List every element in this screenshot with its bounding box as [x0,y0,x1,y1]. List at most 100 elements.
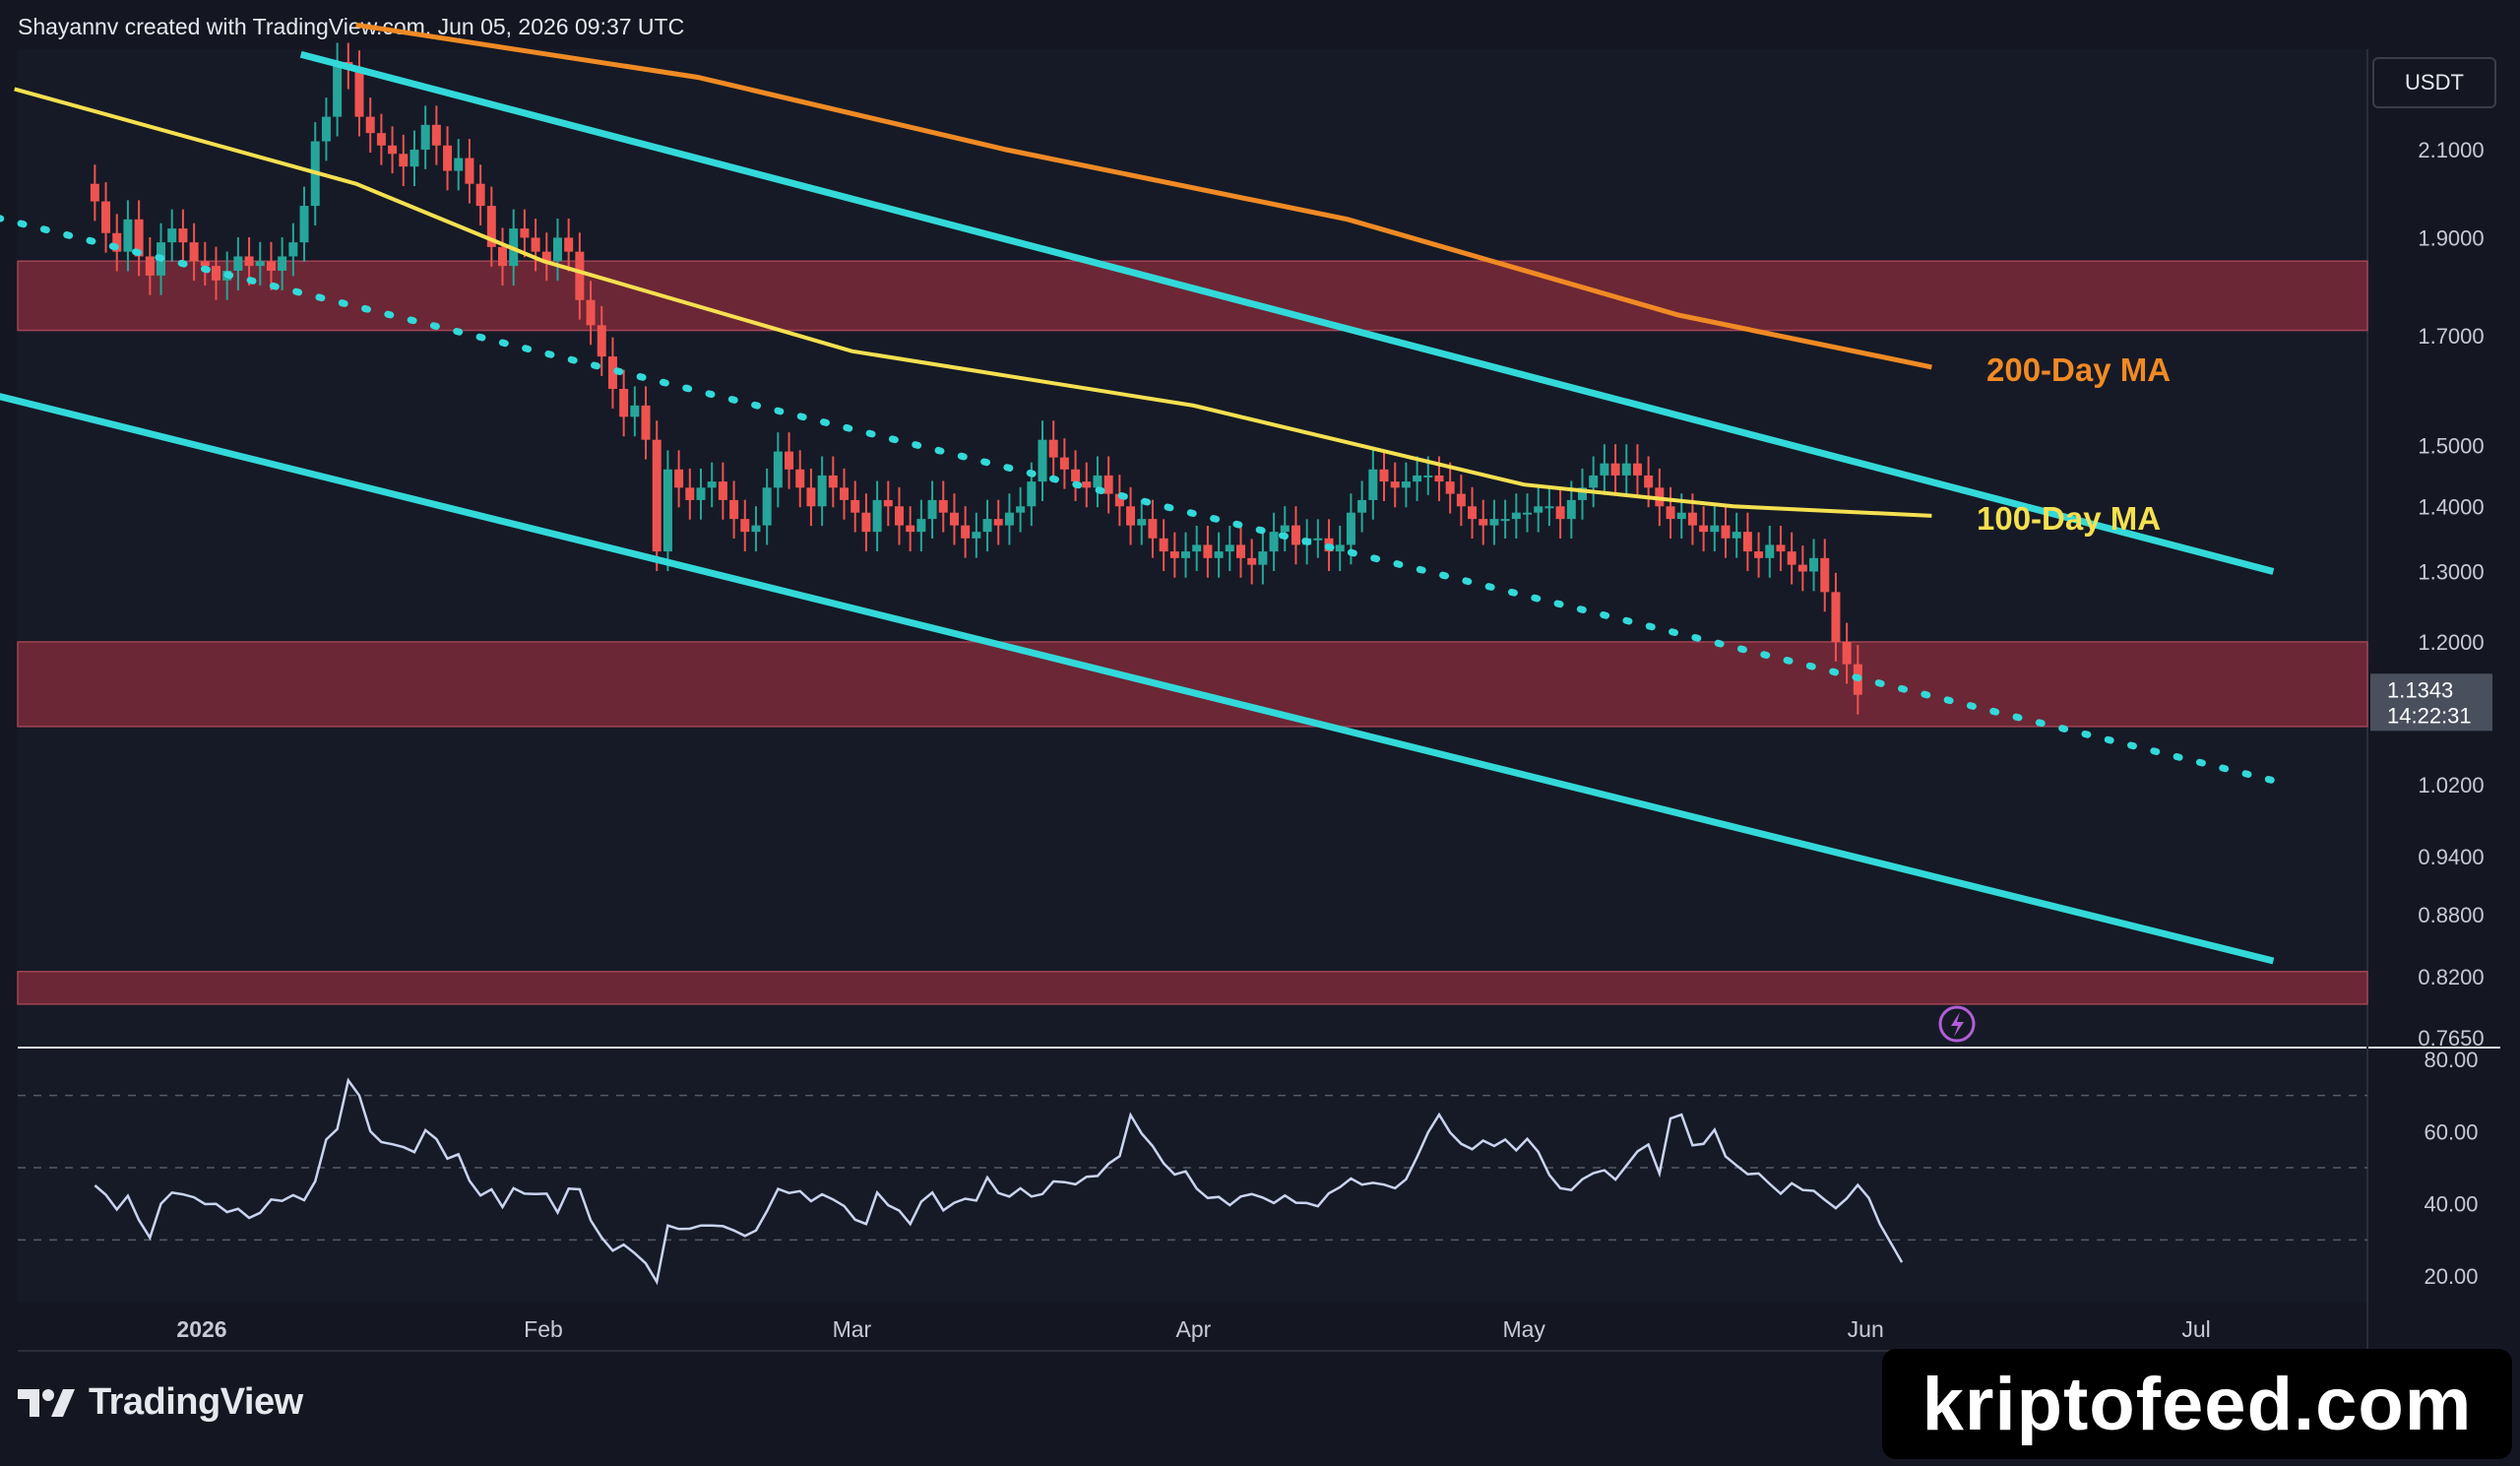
candle [454,139,464,191]
candle-body [641,405,651,440]
candle [1093,456,1102,508]
candle-body [972,532,981,539]
candle-body [1048,439,1058,458]
candle-body [1666,506,1675,520]
candle-body [1169,551,1179,558]
candle [1192,525,1202,571]
currency-selector[interactable]: USDT [2372,57,2496,108]
candle-body [1831,592,1841,642]
candle-body [1600,463,1609,476]
candle [906,506,915,552]
candle [1666,486,1675,540]
candle-body [1401,481,1411,488]
candle-body [1621,463,1631,476]
candle [354,50,364,137]
candle [1148,499,1158,558]
candle [1797,545,1807,592]
candle [1500,499,1510,540]
candle-body [1103,475,1113,494]
candle-body [1126,506,1136,526]
candle-body [1468,506,1478,520]
candle [431,105,441,165]
candle-body [1632,463,1642,476]
candle-body [1004,512,1014,526]
candle [685,468,695,520]
price-tick-label: 1.5000 [2418,434,2484,459]
candle-body [1291,525,1300,545]
candle-body [1016,506,1026,513]
candle-body [443,145,453,171]
candle [894,486,904,545]
date-tick-label: May [1502,1316,1545,1342]
candle-body [1577,487,1587,500]
candle [1126,486,1136,545]
candle-body [861,512,871,533]
candle [1544,486,1554,527]
candle-body [696,487,706,500]
candle-body [1589,475,1599,488]
candle-body [1313,538,1323,541]
candle [1742,512,1752,571]
candle [795,450,805,508]
candle-body [1500,519,1510,522]
candle-body [575,251,585,300]
candle-body [255,261,265,267]
candle [861,493,871,552]
candle-body [123,219,133,252]
candle-body [200,261,210,267]
candle-body [475,183,485,207]
candle-body [288,242,298,257]
candle-body [1434,475,1444,482]
candle-body [630,405,640,417]
candle [321,97,331,161]
lightning-icon-bolt [1951,1012,1964,1037]
candle-body [883,499,893,507]
candle-body [1423,475,1433,478]
candle-body [365,116,375,134]
last-price-badge [2370,673,2492,732]
candle [1621,444,1631,495]
candle [266,241,276,290]
candle-body [1203,544,1213,558]
candle-body [1610,463,1620,476]
candle-body [1346,512,1355,545]
candle [233,236,243,290]
price-tick-label: 0.8200 [2418,965,2484,989]
candle-body [1159,538,1168,552]
candle [1114,475,1124,527]
candle-body [961,525,971,539]
candle-body [773,451,783,488]
candle-body [1809,557,1819,572]
candle [1809,539,1819,592]
candle [597,305,606,376]
candle [840,468,850,520]
candle-body [1566,499,1576,520]
rsi-tick-label: 80.00 [2424,1048,2478,1072]
rsi-tick-label: 60.00 [2424,1119,2478,1144]
candle-body [1456,493,1466,507]
candle [1016,486,1026,533]
candle [1225,525,1234,571]
candle-body [1721,525,1731,539]
candle-body [1687,512,1697,526]
candle [1732,512,1741,558]
candle-body [1038,439,1047,482]
price-tick-label: 1.0200 [2418,773,2484,797]
candle [607,337,617,409]
candle-body [938,499,948,513]
candle-body [376,133,386,146]
candle [1004,493,1014,545]
tradingview-logo-icon [18,1388,75,1417]
candle [1269,512,1279,571]
price-tick-label: 1.9000 [2418,225,2484,250]
candle [1776,525,1786,571]
candle [1600,444,1609,495]
candle [662,450,672,571]
candle-body [399,154,409,167]
candle [1103,456,1113,514]
candle [1313,519,1323,558]
tradingview-logo[interactable]: TradingView [18,1381,303,1424]
candle-body [1390,481,1400,488]
candle [1710,506,1720,552]
